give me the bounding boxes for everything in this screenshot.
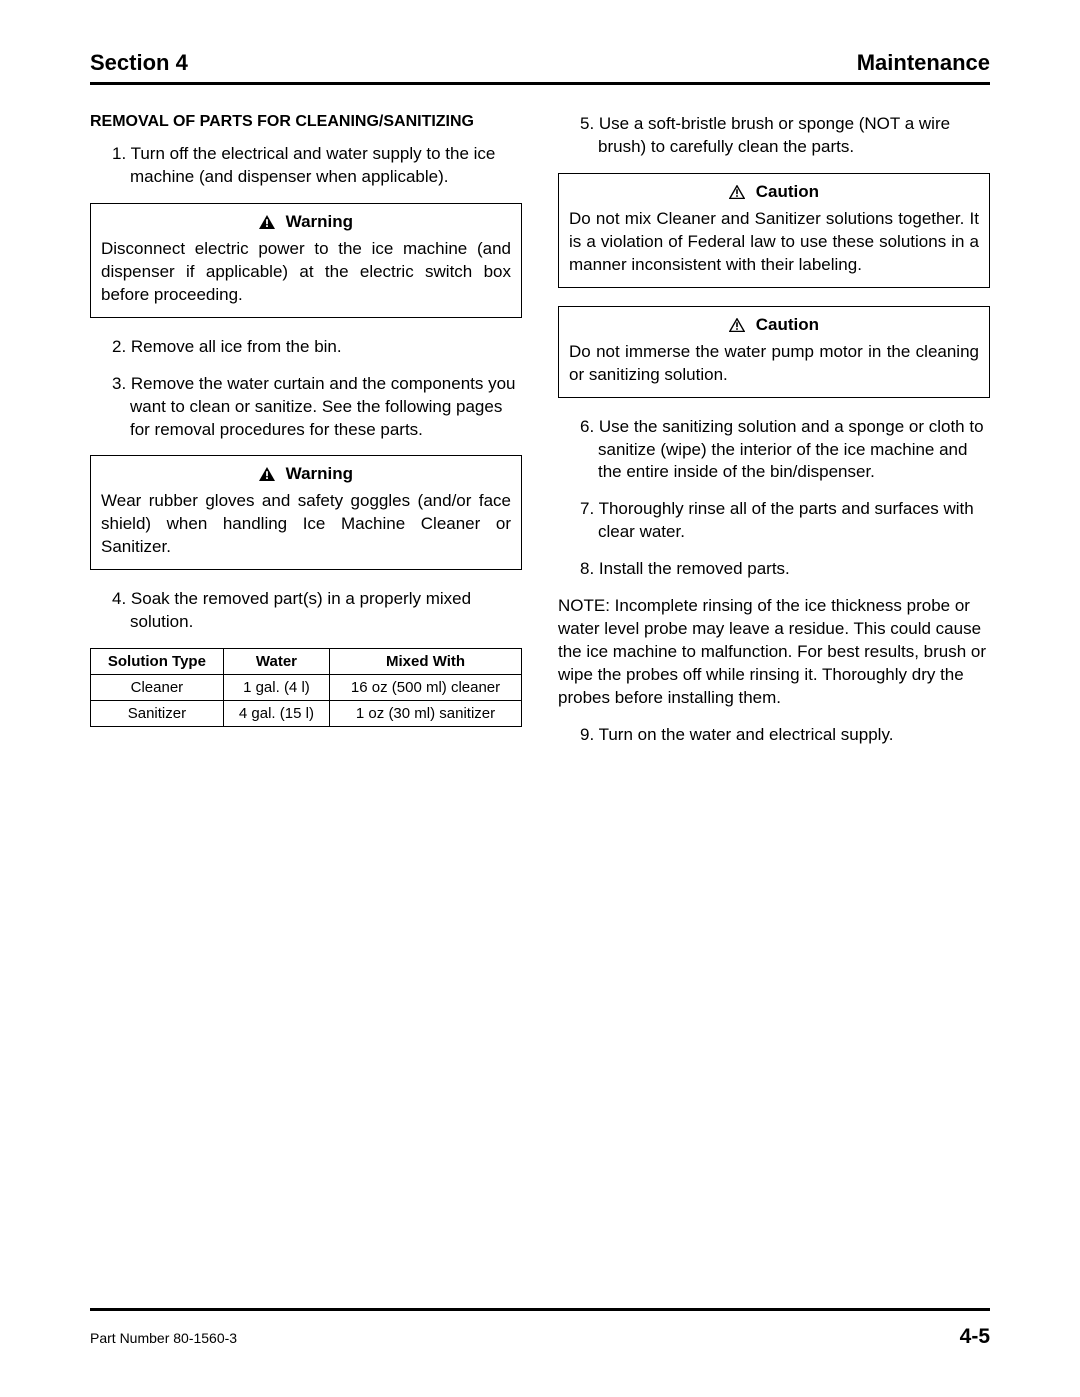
caution-icon bbox=[729, 184, 750, 203]
step-6: 6. Use the sanitizing solution and a spo… bbox=[558, 416, 990, 485]
step-4: 4. Soak the removed part(s) in a properl… bbox=[90, 588, 522, 634]
table-row: Cleaner 1 gal. (4 l) 16 oz (500 ml) clea… bbox=[91, 675, 522, 701]
step-8: 8. Install the removed parts. bbox=[558, 558, 990, 581]
caution-box-2: Caution Do not immerse the water pump mo… bbox=[558, 306, 990, 398]
footer-row: Part Number 80-1560-3 4-5 bbox=[90, 1325, 990, 1349]
page-footer: Part Number 80-1560-3 4-5 bbox=[90, 1308, 990, 1349]
step-3: 3. Remove the water curtain and the comp… bbox=[90, 373, 522, 442]
page-title: Maintenance bbox=[857, 50, 990, 76]
warning-box-2: Warning Wear rubber gloves and safety go… bbox=[90, 455, 522, 570]
caution-title: Caution bbox=[569, 182, 979, 204]
cell: 1 oz (30 ml) sanitizer bbox=[330, 701, 522, 727]
warning-title: Warning bbox=[101, 212, 511, 234]
caution-icon bbox=[729, 317, 750, 336]
cell: Sanitizer bbox=[91, 701, 224, 727]
cell: 1 gal. (4 l) bbox=[223, 675, 329, 701]
warning-box-1: Warning Disconnect electric power to the… bbox=[90, 203, 522, 318]
page-header: Section 4 Maintenance bbox=[90, 50, 990, 85]
warning-title: Warning bbox=[101, 464, 511, 486]
col-water: Water bbox=[223, 649, 329, 675]
cell: 16 oz (500 ml) cleaner bbox=[330, 675, 522, 701]
section-heading: REMOVAL OF PARTS FOR CLEANING/SANITIZING bbox=[90, 113, 522, 131]
cell: 4 gal. (15 l) bbox=[223, 701, 329, 727]
right-column: 5. Use a soft-bristle brush or sponge (N… bbox=[558, 113, 990, 761]
caution-box-1: Caution Do not mix Cleaner and Sanitizer… bbox=[558, 173, 990, 288]
warning-label: Warning bbox=[286, 212, 353, 231]
step-1: 1. Turn off the electrical and water sup… bbox=[90, 143, 522, 189]
col-mixed-with: Mixed With bbox=[330, 649, 522, 675]
warning-icon bbox=[259, 466, 280, 485]
caution-label: Caution bbox=[756, 315, 819, 334]
content-columns: REMOVAL OF PARTS FOR CLEANING/SANITIZING… bbox=[90, 113, 990, 761]
section-label: Section 4 bbox=[90, 50, 188, 76]
table-header-row: Solution Type Water Mixed With bbox=[91, 649, 522, 675]
caution-body: Do not immerse the water pump motor in t… bbox=[569, 341, 979, 387]
table-row: Sanitizer 4 gal. (15 l) 1 oz (30 ml) san… bbox=[91, 701, 522, 727]
step-5: 5. Use a soft-bristle brush or sponge (N… bbox=[558, 113, 990, 159]
col-solution-type: Solution Type bbox=[91, 649, 224, 675]
caution-title: Caution bbox=[569, 315, 979, 337]
caution-body: Do not mix Cleaner and Sanitizer solutio… bbox=[569, 208, 979, 277]
step-7: 7. Thoroughly rinse all of the parts and… bbox=[558, 498, 990, 544]
page-number: 4-5 bbox=[960, 1325, 990, 1349]
part-number: Part Number 80-1560-3 bbox=[90, 1330, 237, 1346]
footer-rule bbox=[90, 1308, 990, 1311]
warning-body: Disconnect electric power to the ice mac… bbox=[101, 238, 511, 307]
cell: Cleaner bbox=[91, 675, 224, 701]
note-text: NOTE: Incomplete rinsing of the ice thic… bbox=[558, 595, 990, 710]
warning-label: Warning bbox=[286, 464, 353, 483]
step-2: 2. Remove all ice from the bin. bbox=[90, 336, 522, 359]
solution-table: Solution Type Water Mixed With Cleaner 1… bbox=[90, 648, 522, 727]
warning-body: Wear rubber gloves and safety goggles (a… bbox=[101, 490, 511, 559]
step-9: 9. Turn on the water and electrical supp… bbox=[558, 724, 990, 747]
caution-label: Caution bbox=[756, 182, 819, 201]
left-column: REMOVAL OF PARTS FOR CLEANING/SANITIZING… bbox=[90, 113, 522, 761]
warning-icon bbox=[259, 214, 280, 233]
